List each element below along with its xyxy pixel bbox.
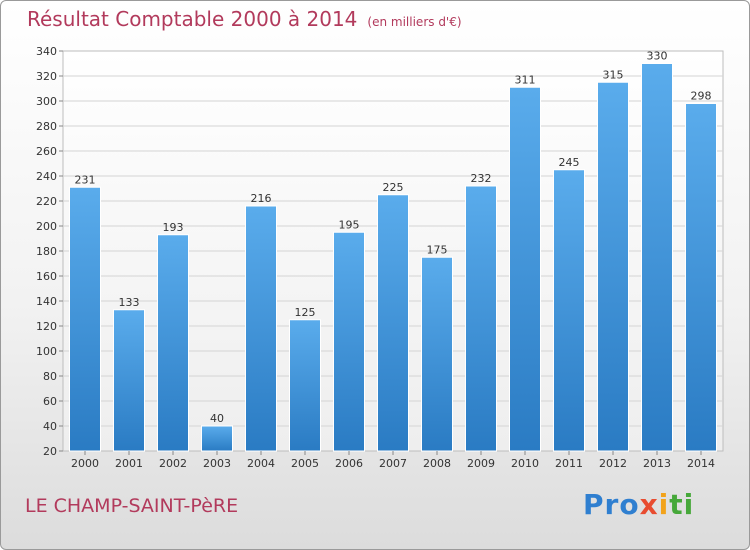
y-tick-label: 240 (36, 170, 57, 183)
value-label-2013: 330 (647, 50, 668, 63)
logo-part-3: i (658, 488, 670, 521)
value-label-2002: 193 (163, 221, 184, 234)
x-tick-label-2006: 2006 (335, 457, 363, 470)
x-tick-label-2007: 2007 (379, 457, 407, 470)
y-tick-label: 20 (43, 445, 57, 458)
value-label-2005: 125 (295, 306, 316, 319)
y-tick-label: 180 (36, 245, 57, 258)
value-label-2000: 231 (75, 173, 96, 186)
y-tick-label: 100 (36, 345, 57, 358)
value-label-2011: 245 (559, 156, 580, 169)
bar-2012 (597, 81, 629, 452)
bar-2009 (465, 185, 497, 452)
y-tick-label: 200 (36, 220, 57, 233)
logo-part-4: ti (669, 488, 695, 521)
value-label-2004: 216 (251, 192, 272, 205)
bar-2014 (685, 103, 717, 452)
bar-2002 (157, 234, 189, 452)
x-tick-label-2001: 2001 (115, 457, 143, 470)
x-tick-label-2004: 2004 (247, 457, 275, 470)
bar-2013 (641, 63, 673, 452)
y-tick-label: 80 (43, 370, 57, 383)
value-label-2003: 40 (210, 412, 224, 425)
x-tick-label-2011: 2011 (555, 457, 583, 470)
y-tick-label: 120 (36, 320, 57, 333)
y-tick-label: 280 (36, 120, 57, 133)
x-tick-label-2009: 2009 (467, 457, 495, 470)
value-label-2010: 311 (515, 73, 536, 86)
y-tick-label: 260 (36, 145, 57, 158)
value-label-2009: 232 (471, 172, 492, 185)
chart-unit: (en milliers d'€) (367, 15, 462, 29)
y-tick-label: 40 (43, 420, 57, 433)
bar-2000 (69, 186, 101, 452)
value-label-2012: 315 (603, 68, 624, 81)
x-tick-label-2010: 2010 (511, 457, 539, 470)
y-tick-label: 60 (43, 395, 57, 408)
bars (69, 63, 717, 452)
value-label-2008: 175 (427, 243, 448, 256)
bar-2004 (245, 205, 277, 452)
chart-title-text: Résultat Comptable 2000 à 2014 (27, 7, 358, 31)
y-axis: 20 40 60 80 100 120 140 160 180 200 220 240 260 280 30… (36, 45, 63, 458)
x-tick-label-2000: 2000 (71, 457, 99, 470)
bar-2008 (421, 256, 453, 452)
x-tick-label-2014: 2014 (687, 457, 715, 470)
proxiti-logo: Proxiti (583, 488, 694, 521)
y-tick-label: 220 (36, 195, 57, 208)
x-tick-label-2002: 2002 (159, 457, 187, 470)
value-label-2007: 225 (383, 181, 404, 194)
x-tick-label-2013: 2013 (643, 457, 671, 470)
bar-2011 (553, 169, 585, 452)
chart-title: Résultat Comptable 2000 à 2014 (en millie… (27, 7, 462, 31)
x-tick-label-2012: 2012 (599, 457, 627, 470)
x-axis: 2000 2001 2002 2003 2004 2005 2006 2007 2008 2009… (71, 451, 715, 470)
y-tick-label: 160 (36, 270, 57, 283)
commune-name: LE CHAMP-SAINT-PèRE (25, 495, 239, 517)
x-tick-label-2008: 2008 (423, 457, 451, 470)
bar-2010 (509, 86, 541, 452)
y-tick-label: 300 (36, 95, 57, 108)
value-labels: 231 133 193 40 216 125 195 225 175 232 311 245 315 33… (75, 50, 712, 426)
y-tick-label: 320 (36, 70, 57, 83)
x-tick-label-2005: 2005 (291, 457, 319, 470)
y-tick-label: 140 (36, 295, 57, 308)
logo-part-1: Pro (583, 488, 640, 521)
value-label-2001: 133 (119, 296, 140, 309)
bar-2006 (333, 231, 365, 452)
bar-2005 (289, 319, 321, 452)
x-tick-label-2003: 2003 (203, 457, 231, 470)
y-tick-label: 340 (36, 45, 57, 58)
logo-part-2: x (639, 488, 659, 521)
bar-2007 (377, 194, 409, 452)
bar-2003 (201, 425, 233, 452)
value-label-2014: 298 (691, 90, 712, 103)
bar-2001 (113, 309, 145, 452)
value-label-2006: 195 (339, 218, 360, 231)
